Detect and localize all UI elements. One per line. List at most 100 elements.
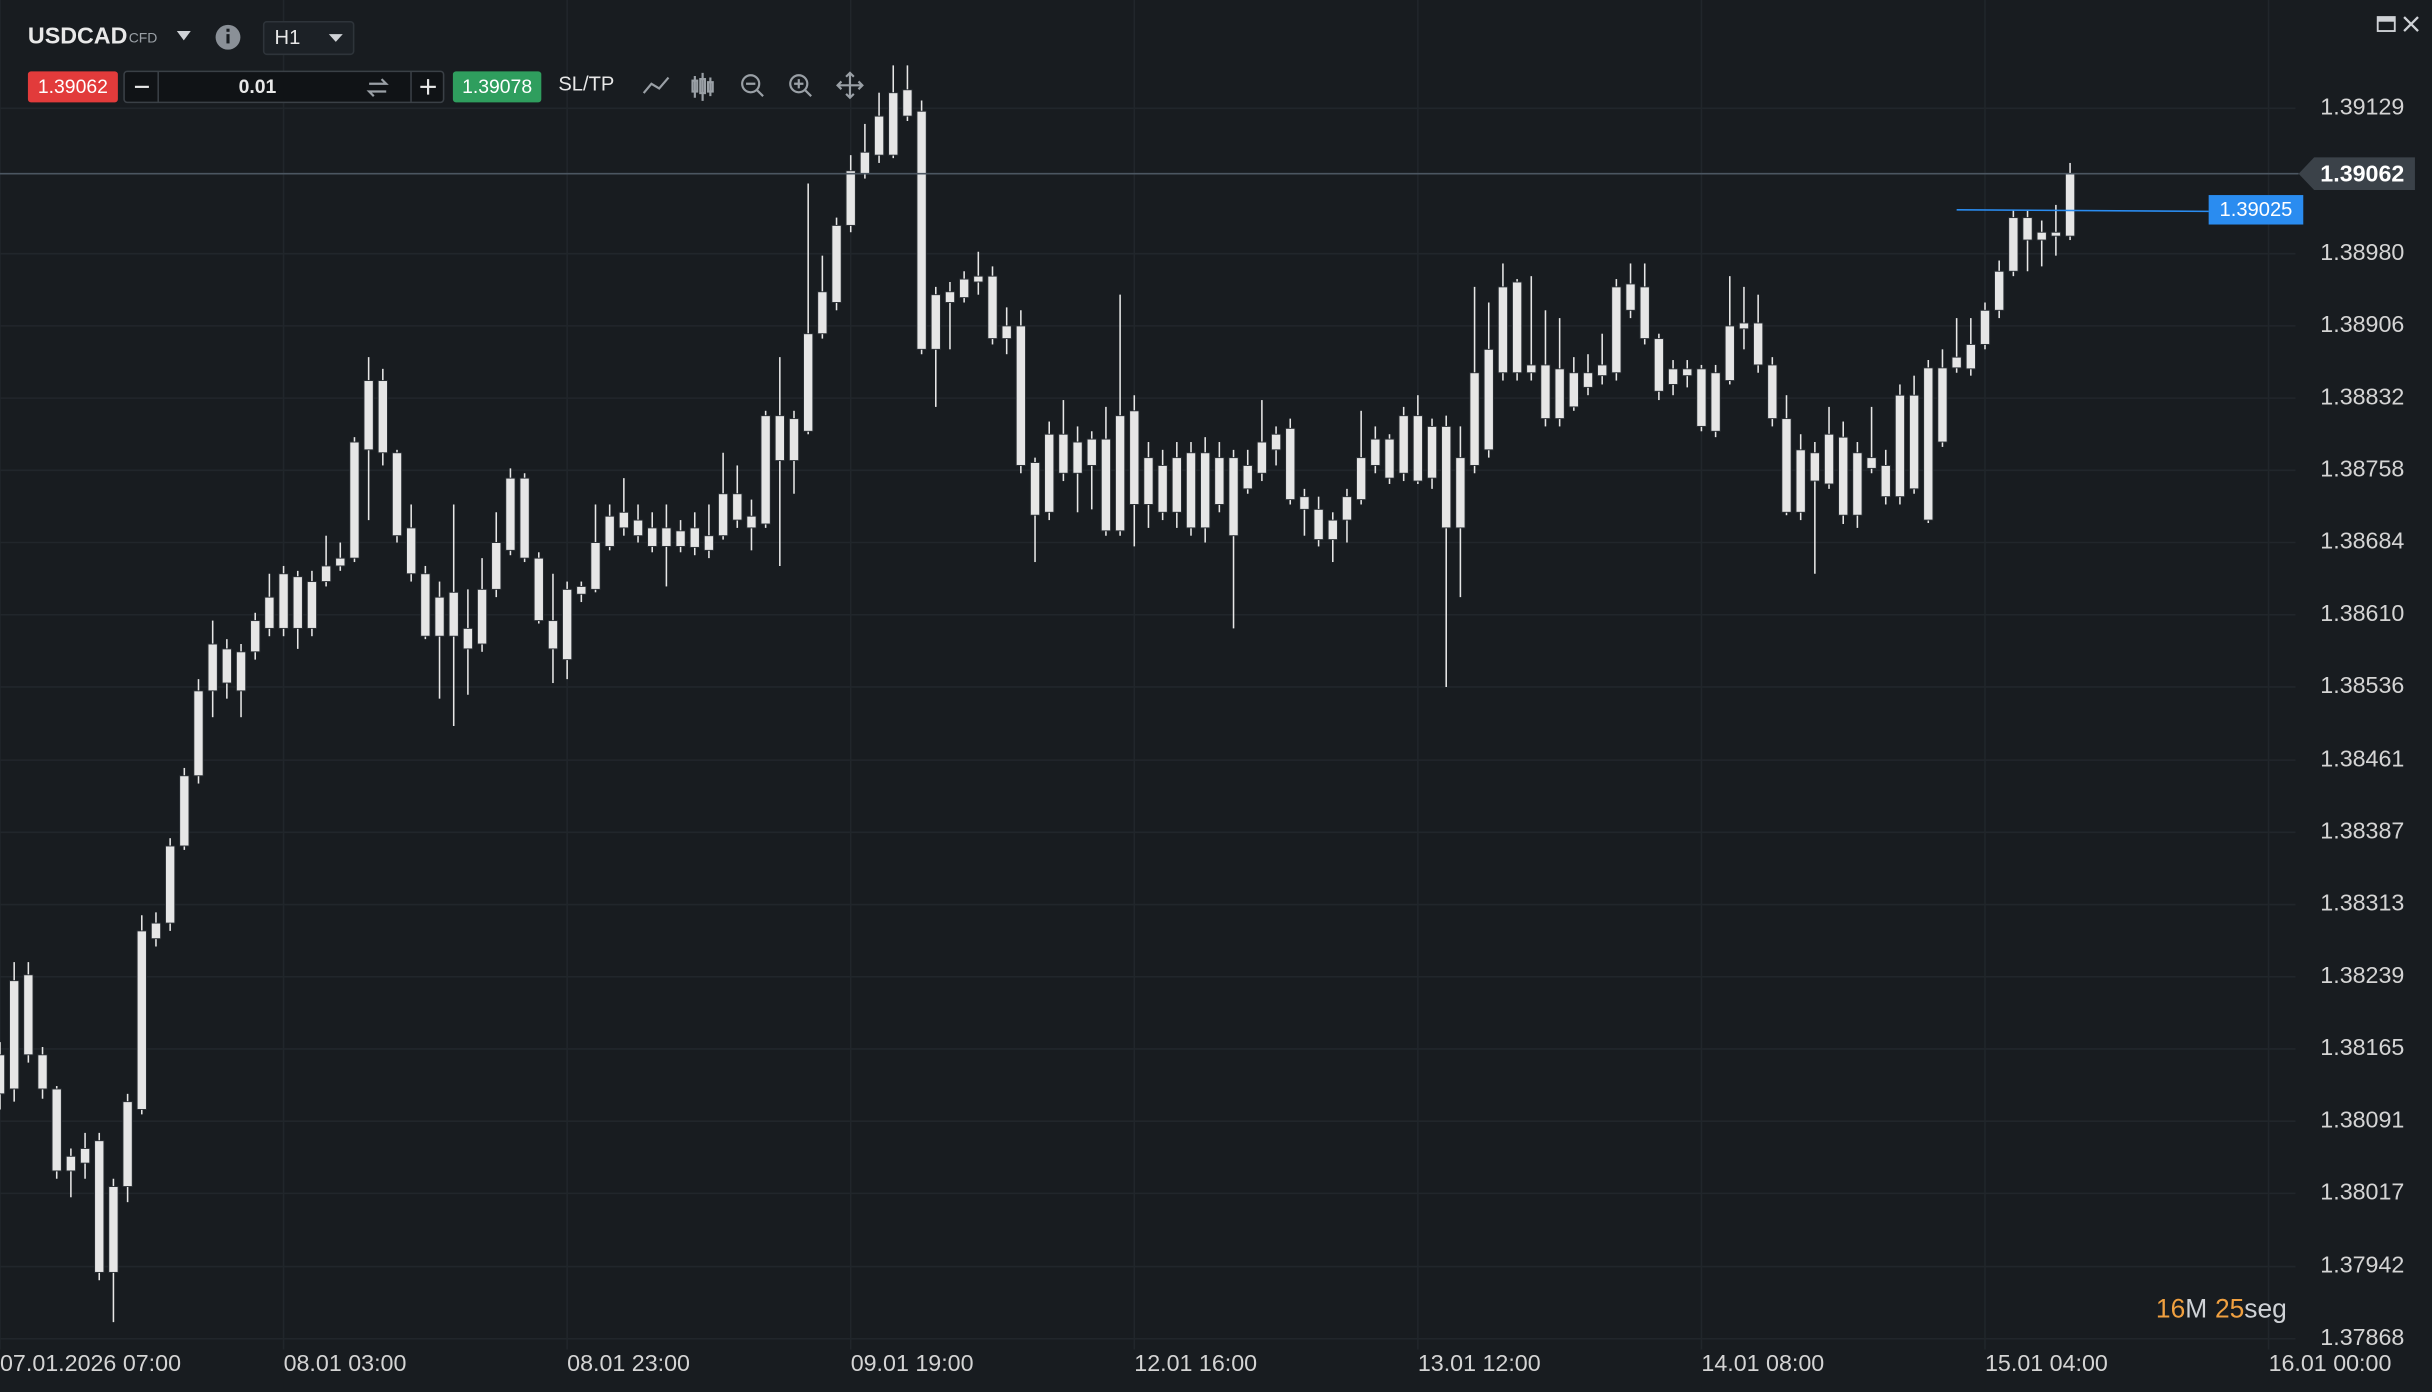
- candle-body: [1285, 427, 1296, 501]
- zoom-in-icon[interactable]: [789, 74, 812, 97]
- info-icon[interactable]: [215, 24, 241, 50]
- candle-body: [320, 565, 332, 583]
- countdown-seconds-unit: seg: [2244, 1294, 2286, 1324]
- close-icon[interactable]: [2403, 16, 2419, 32]
- timeframe[interactable]: H1: [275, 27, 301, 49]
- candle-body: [1001, 325, 1012, 340]
- countdown-minutes-unit: M: [2185, 1294, 2207, 1324]
- x-tick-label: 08.01 03:00: [284, 1350, 407, 1376]
- candle-body: [902, 89, 913, 117]
- countdown-seconds: 25: [2215, 1294, 2244, 1324]
- line-chart-icon[interactable]: [642, 76, 670, 94]
- candle-body: [1994, 270, 2005, 311]
- sell-button[interactable]: [27, 71, 118, 103]
- candle-body: [1242, 464, 1253, 490]
- candle-body: [1129, 410, 1140, 505]
- candle-body: [0, 1054, 6, 1095]
- candle-body: [959, 278, 970, 299]
- x-tick-label: 12.01 16:00: [1134, 1350, 1257, 1376]
- maximize-icon[interactable]: [2376, 16, 2396, 32]
- candle-body: [391, 452, 403, 537]
- y-tick-label: 1.38906: [2320, 311, 2404, 337]
- x-tick-label: 15.01 04:00: [1985, 1350, 2108, 1376]
- candle-body: [2064, 173, 2076, 237]
- candle-body: [1157, 464, 1168, 513]
- candle-body: [448, 591, 459, 637]
- candle-body: [1058, 433, 1069, 474]
- candle-body: [1072, 441, 1083, 474]
- candle-body: [1951, 356, 1962, 369]
- candle-body: [221, 648, 232, 684]
- x-tick-label: 16.01 00:00: [2269, 1350, 2392, 1376]
- y-tick-label: 1.39129: [2320, 93, 2404, 119]
- candle-body: [1398, 415, 1409, 474]
- candle-body: [788, 418, 800, 462]
- reset-icon[interactable]: [366, 78, 389, 97]
- candle-body: [618, 511, 629, 529]
- volume-input[interactable]: 0.01: [239, 76, 277, 98]
- timeframe-dropdown[interactable]: [328, 34, 343, 42]
- buy-button[interactable]: [452, 71, 542, 103]
- candle-body: [1270, 433, 1282, 451]
- y-tick-label: 1.38239: [2320, 962, 2404, 988]
- candle-body: [1015, 325, 1026, 466]
- candle-body: [1228, 457, 1239, 537]
- y-tick-label: 1.38758: [2320, 455, 2404, 481]
- y-tick-label: 1.38536: [2320, 672, 2404, 698]
- countdown-minutes: 16: [2156, 1294, 2185, 1324]
- volume-increase[interactable]: [420, 79, 436, 95]
- y-tick-label: 1.38684: [2320, 528, 2404, 554]
- candle-body: [803, 333, 814, 432]
- candle-body: [1682, 368, 1693, 377]
- candle-body: [987, 275, 998, 340]
- candle-body: [1497, 286, 1509, 374]
- candle-body: [888, 92, 899, 156]
- candle-body: [746, 515, 757, 529]
- candle-body: [1143, 457, 1154, 505]
- timeframe-box[interactable]: [262, 20, 355, 56]
- overlay: 1.39129 1.38980 1.38906 1.38832 1.38758 1.386…: [0, 93, 2415, 1376]
- candle-body: [675, 530, 686, 547]
- grid: [0, 0, 2296, 1350]
- symbol[interactable]: USDCAD: [28, 22, 127, 48]
- candle-body: [760, 415, 771, 525]
- buy-price[interactable]: 1.39078: [462, 76, 532, 98]
- candle-body: [235, 651, 247, 692]
- volume-box: [123, 70, 445, 104]
- sl-tp-button[interactable]: SL/TP: [558, 74, 614, 96]
- candle-body: [845, 170, 856, 226]
- x-tick-label: 14.01 08:00: [1701, 1350, 1824, 1376]
- candle-icon[interactable]: [691, 72, 714, 101]
- candle-body: [1299, 496, 1310, 510]
- candle-body: [37, 1054, 48, 1090]
- y-tick-label: 1.38610: [2320, 600, 2404, 626]
- candle-body: [1483, 348, 1494, 451]
- candle-body: [150, 922, 162, 940]
- pan-icon[interactable]: [836, 71, 864, 100]
- symbol-type: CFD: [129, 29, 158, 45]
- candle-body: [916, 110, 927, 350]
- zoom-out-icon[interactable]: [741, 74, 764, 97]
- candle-body: [1653, 338, 1665, 392]
- y-tick-label: 1.38165: [2320, 1034, 2404, 1060]
- candle-body: [1625, 283, 1636, 311]
- candle-body: [1795, 449, 1806, 513]
- candle-body: [604, 515, 615, 547]
- candle-body: [420, 573, 431, 637]
- candle-body: [1313, 508, 1324, 541]
- candle-body: [930, 294, 941, 350]
- sell-price[interactable]: 1.39062: [38, 76, 108, 98]
- candle-body: [2050, 231, 2062, 237]
- candle-body: [462, 627, 474, 650]
- candle-body: [1738, 322, 1750, 330]
- y-tick-label: 1.38980: [2320, 239, 2404, 265]
- candle-body: [1582, 372, 1594, 388]
- candle-body: [1526, 364, 1537, 374]
- countdown: 16M 25seg: [2156, 1294, 2287, 1324]
- candle-body: [1256, 441, 1268, 474]
- candle-body: [406, 527, 417, 575]
- symbol-dropdown[interactable]: [176, 31, 191, 41]
- candle-body: [65, 1155, 77, 1172]
- candle-body: [2036, 231, 2047, 241]
- candle-body: [491, 542, 502, 590]
